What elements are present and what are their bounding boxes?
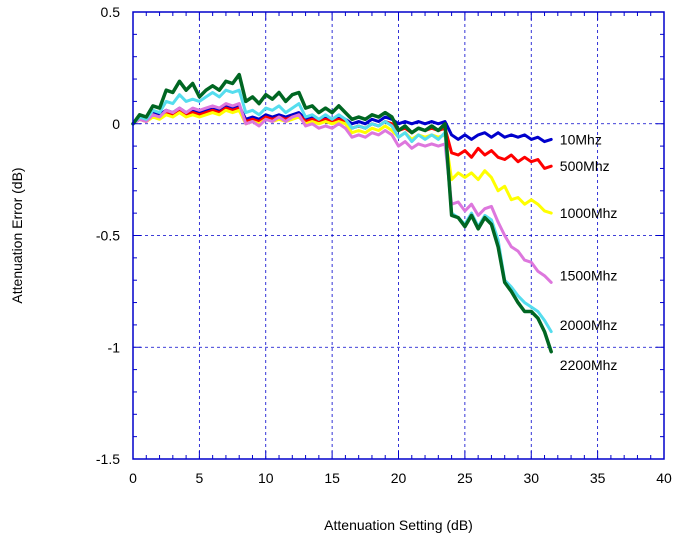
x-tick-label: 0: [129, 470, 137, 486]
x-tick-label: 25: [457, 470, 473, 486]
series-label-1000mhz: 1000Mhz: [560, 205, 618, 221]
y-tick-label: 0.5: [101, 4, 121, 20]
x-tick-labels: 0 5 10 15 20 25 30 35 40: [129, 470, 672, 486]
y-tick-label: 0: [112, 116, 120, 132]
x-tick-label: 35: [590, 470, 606, 486]
series-line-1500mhz: [131, 102, 553, 284]
series-label-2000mhz: 2000Mhz: [560, 317, 618, 333]
y-axis-title: Attenuation Error (dB): [9, 167, 25, 303]
x-tick-label: 15: [324, 470, 340, 486]
x-tick-label: 10: [258, 470, 274, 486]
series-label-500mhz: 500Mhz: [560, 158, 610, 174]
series-lines: [131, 72, 553, 354]
x-tick-label: 5: [195, 470, 203, 486]
y-tick-label: -1: [108, 339, 121, 355]
series-label-10mhz: 10Mhz: [560, 131, 602, 147]
grid: [133, 12, 664, 459]
series-label-2200mhz: 2200Mhz: [560, 357, 618, 373]
x-tick-label: 30: [523, 470, 539, 486]
x-tick-label: 20: [391, 470, 407, 486]
y-tick-label: -0.5: [96, 228, 120, 244]
x-axis-title: Attenuation Setting (dB): [324, 517, 473, 533]
series-labels: 10Mhz 500Mhz 1000Mhz 1500Mhz 2000Mhz 2200Mhz: [560, 131, 618, 373]
y-tick-label: -1.5: [96, 451, 120, 467]
series-line-500mhz: [131, 106, 553, 170]
y-tick-labels: 0.5 0 -0.5 -1 -1.5: [96, 4, 120, 467]
axis-ticks: [132, 11, 665, 460]
series-label-1500mhz: 1500Mhz: [560, 268, 618, 284]
series-line-1000mhz: [131, 108, 553, 215]
x-tick-label: 40: [656, 470, 672, 486]
series-line-2200mhz: [131, 72, 553, 354]
